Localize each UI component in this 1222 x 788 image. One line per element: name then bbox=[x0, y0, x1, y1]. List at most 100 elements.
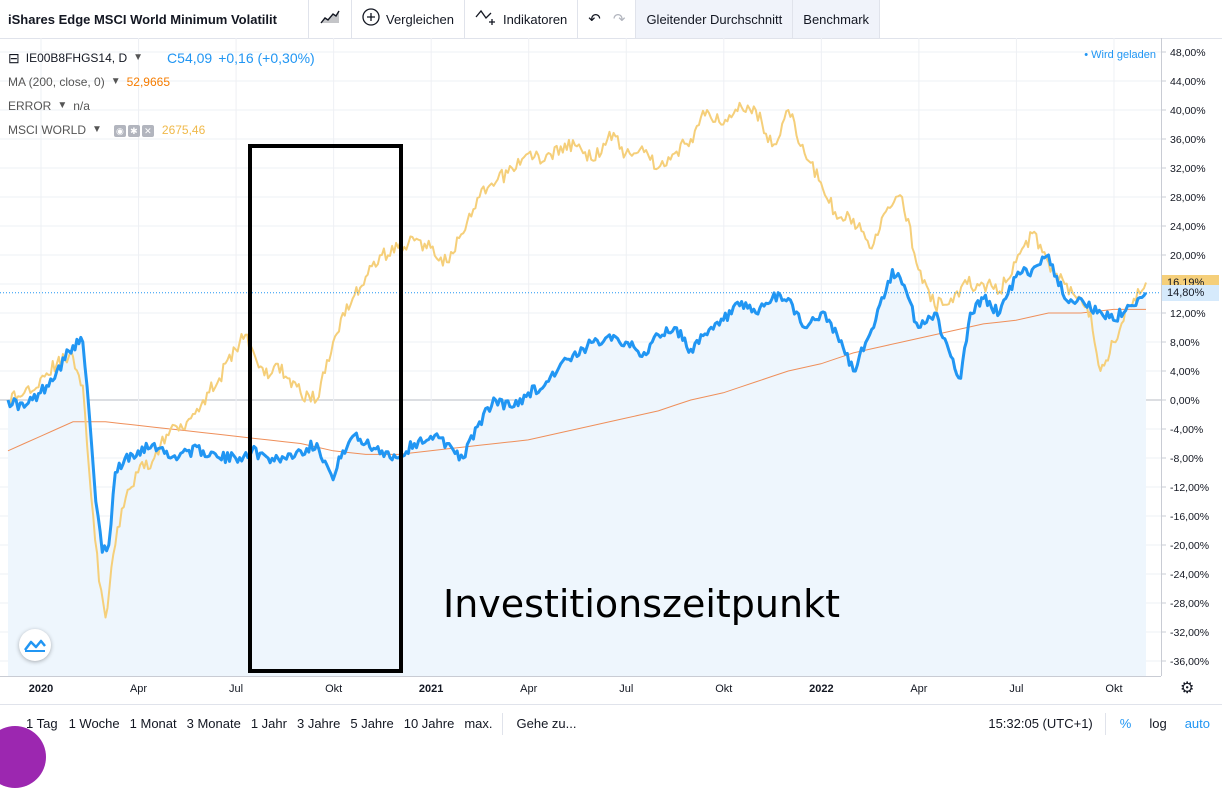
bottom-divider bbox=[501, 712, 503, 735]
goto-button[interactable]: Gehe zu... bbox=[516, 716, 577, 731]
logo-icon bbox=[24, 639, 46, 652]
benchmark-label: Benchmark bbox=[803, 11, 870, 27]
legend-ma-label: MA (200, close, 0) bbox=[8, 75, 105, 89]
range-buttons: 1 Tag 1 Woche 1 Monat 3 Monate 1 Jahr 3 Jahre… bbox=[0, 716, 498, 731]
compare-button[interactable]: Vergleichen bbox=[352, 0, 464, 38]
y-tick-label: -8,00% bbox=[1170, 453, 1203, 465]
remove-icon[interactable]: ✕ bbox=[141, 125, 154, 137]
y-tick-label: 44,00% bbox=[1170, 76, 1206, 88]
range-button[interactable]: 1 Monat bbox=[129, 716, 177, 731]
toolbar-divider bbox=[577, 0, 579, 38]
chevron-down-icon[interactable]: ▼ bbox=[110, 76, 121, 87]
percent-toggle[interactable]: % bbox=[1119, 716, 1132, 731]
legend-ma-row[interactable]: MA (200, close, 0) ▼ 52,9665 bbox=[8, 70, 315, 94]
price-chart[interactable]: 48,00% 44,00% 40,00% 36,00% 32,00% 28,00% 24,0… bbox=[0, 0, 1222, 704]
range-button[interactable]: 3 Monate bbox=[186, 716, 241, 731]
main-series-line bbox=[6, 253, 1148, 554]
y-tick-label: -24,00% bbox=[1170, 569, 1209, 581]
bar-style-icon bbox=[319, 10, 341, 28]
top-toolbar: iShares Edge MSCI World Minimum Volatili… bbox=[0, 0, 1222, 39]
redo-button[interactable]: ↷ bbox=[611, 0, 636, 38]
x-tick-label: Jul bbox=[229, 683, 243, 695]
ma-series-line bbox=[7, 308, 1146, 455]
indicators-button[interactable]: Indikatoren bbox=[465, 0, 577, 38]
plus-circle-icon bbox=[362, 8, 380, 30]
x-tick-label: 2022 bbox=[809, 683, 833, 695]
indicators-icon bbox=[475, 8, 497, 30]
x-axis[interactable] bbox=[0, 676, 1161, 705]
x-tick-label: Okt bbox=[325, 683, 342, 695]
x-tick-label: Apr bbox=[910, 683, 927, 695]
y-tick-label: 36,00% bbox=[1170, 134, 1206, 146]
eye-icon[interactable]: ◉ bbox=[113, 125, 126, 137]
toolbar-divider bbox=[308, 0, 309, 38]
y-tick-label: -32,00% bbox=[1170, 627, 1209, 639]
x-tick-label: Jul bbox=[1009, 683, 1023, 695]
legend-error-label: ERROR bbox=[8, 99, 52, 113]
toolbar-divider bbox=[351, 0, 352, 38]
y-tick-label: 20,00% bbox=[1170, 250, 1206, 262]
y-tick-label: 32,00% bbox=[1170, 163, 1206, 175]
chart-legend: ⊟ IE00B8FHGS14, D ▼ C 54,09 +0,16 (+0,30%… bbox=[8, 46, 315, 142]
x-tick-label: 2021 bbox=[419, 683, 443, 695]
y-tick-label: 48,00% bbox=[1170, 47, 1206, 59]
tradingview-logo[interactable] bbox=[19, 629, 51, 661]
range-button[interactable]: 1 Jahr bbox=[250, 716, 287, 731]
settings-icon[interactable]: ✱ bbox=[127, 125, 140, 137]
y-tick-label: 4,00% bbox=[1170, 366, 1200, 378]
range-button[interactable]: 10 Jahre bbox=[403, 716, 455, 731]
chevron-down-icon[interactable]: ▼ bbox=[92, 124, 102, 135]
legend-ma-value: 52,9665 bbox=[126, 75, 171, 89]
chevron-down-icon[interactable]: ▼ bbox=[133, 52, 144, 63]
range-button[interactable]: 1 Tag bbox=[26, 716, 58, 731]
chart-title: iShares Edge MSCI World Minimum Volatili… bbox=[8, 11, 277, 27]
y-axis[interactable] bbox=[1161, 38, 1222, 676]
legend-error-row[interactable]: ERROR ▼ n/a bbox=[8, 94, 315, 118]
y-tick-label: -16,00% bbox=[1170, 511, 1209, 523]
x-tick-label: Okt bbox=[715, 683, 732, 695]
clock[interactable]: 15:32:05 (UTC+1) bbox=[988, 716, 1093, 731]
range-button[interactable]: max. bbox=[464, 716, 493, 731]
benchmark-button[interactable]: Benchmark bbox=[792, 0, 881, 38]
y-tick-label: 28,00% bbox=[1170, 192, 1206, 204]
last-value-badge: 14,80% bbox=[1162, 284, 1219, 301]
legend-price: 54,09 bbox=[177, 50, 213, 66]
gear-icon[interactable]: ⚙ bbox=[1180, 680, 1195, 697]
y-tick-label: 0,00% bbox=[1170, 395, 1200, 407]
moving-average-button[interactable]: Gleitender Durchschnitt bbox=[635, 0, 793, 38]
collapse-icon[interactable]: ⊟ bbox=[8, 50, 20, 66]
undo-button[interactable]: ↶ bbox=[578, 0, 611, 38]
legend-symbol: IE00B8FHGS14, D bbox=[25, 51, 128, 65]
undo-icon: ↶ bbox=[588, 11, 601, 28]
range-button[interactable]: 5 Jahre bbox=[350, 716, 394, 731]
x-tick-label: 2020 bbox=[29, 683, 53, 695]
auto-toggle[interactable]: auto bbox=[1184, 716, 1210, 731]
range-button[interactable]: 3 Jahre bbox=[296, 716, 341, 731]
bottom-toolbar: 1 Tag 1 Woche 1 Monat 3 Monate 1 Jahr 3 Jahre… bbox=[0, 704, 1222, 742]
legend-error-value: n/a bbox=[73, 99, 90, 113]
chevron-down-icon[interactable]: ▼ bbox=[57, 100, 68, 111]
main-series-fill bbox=[8, 255, 1146, 676]
range-button[interactable]: 1 Woche bbox=[68, 716, 120, 731]
y-tick-label: 24,00% bbox=[1170, 221, 1206, 233]
moving-average-label: Gleitender Durchschnitt bbox=[646, 11, 783, 27]
legend-compare-label: MSCI WORLD bbox=[8, 123, 86, 137]
annotation-text: Investitionszeitpunkt bbox=[443, 582, 840, 626]
y-tick-label: 40,00% bbox=[1170, 105, 1206, 117]
toolbar-divider bbox=[463, 0, 465, 38]
x-axis-labels: 2020 Apr Jul Okt 2021 Apr Jul Okt 2022 Apr Jul Okt bbox=[29, 683, 1123, 695]
y-tick-label: -12,00% bbox=[1170, 482, 1209, 494]
x-tick-label: Apr bbox=[520, 683, 537, 695]
x-tick-label: Apr bbox=[130, 683, 147, 695]
log-toggle[interactable]: log bbox=[1149, 716, 1167, 731]
y-tick-label: 8,00% bbox=[1170, 337, 1200, 349]
bottom-right-controls: 15:32:05 (UTC+1) % log auto bbox=[978, 712, 1222, 735]
legend-compare-row[interactable]: MSCI WORLD ▼ ◉ ✱ ✕ 2675,46 bbox=[8, 118, 315, 142]
bottom-divider bbox=[1104, 712, 1106, 735]
investment-period-box bbox=[248, 144, 403, 673]
legend-main-row: ⊟ IE00B8FHGS14, D ▼ C 54,09 +0,16 (+0,30%… bbox=[8, 46, 315, 70]
bar-style-button[interactable] bbox=[309, 0, 351, 38]
y-tick-label: 12,00% bbox=[1170, 308, 1206, 320]
y-tick-label: -36,00% bbox=[1170, 656, 1209, 668]
y-tick-label: -28,00% bbox=[1170, 598, 1209, 610]
